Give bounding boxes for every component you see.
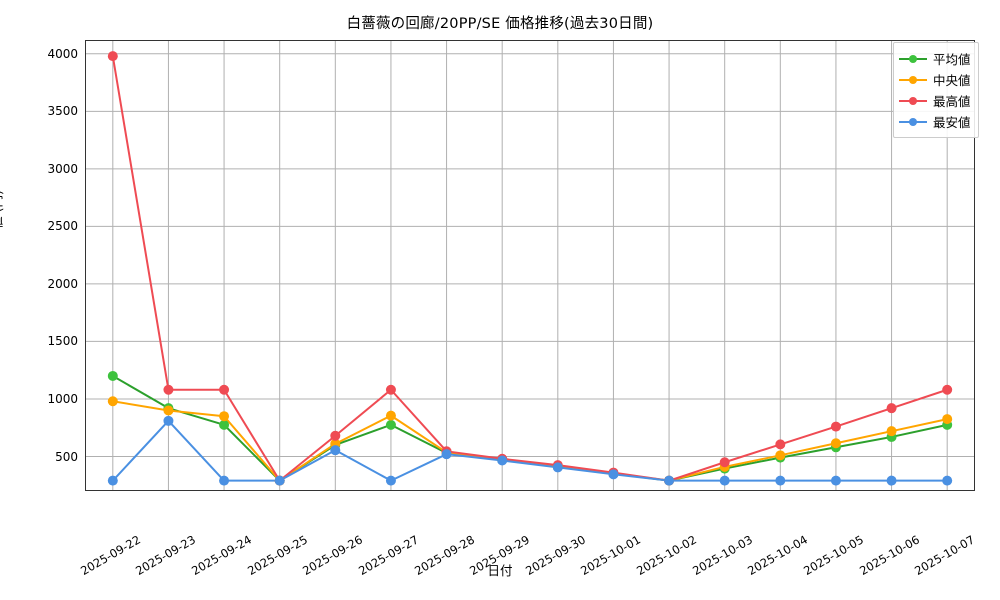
- x-axis-label: 日付: [487, 563, 513, 578]
- series-lines: [111, 55, 949, 482]
- data-point: [719, 475, 730, 486]
- legend-item-1[interactable]: 中央値: [899, 69, 971, 90]
- data-point: [719, 457, 730, 468]
- data-point: [775, 439, 786, 450]
- data-point: [775, 450, 786, 461]
- data-point: [107, 475, 118, 486]
- y-tick-label: 500: [55, 449, 78, 464]
- y-tick-label: 3000: [47, 161, 78, 176]
- data-point: [830, 438, 841, 449]
- data-point: [330, 430, 341, 441]
- data-point: [664, 475, 675, 486]
- data-point: [163, 405, 174, 416]
- data-point: [942, 414, 953, 425]
- data-point: [163, 384, 174, 395]
- plot-area: [85, 40, 975, 491]
- data-point: [163, 415, 174, 426]
- plot-border: [85, 40, 975, 491]
- y-tick-label: 1000: [47, 392, 78, 406]
- data-point: [886, 475, 897, 486]
- data-point: [107, 370, 118, 381]
- data-point: [219, 384, 230, 395]
- data-point: [886, 403, 897, 414]
- chart-canvas: [85, 40, 975, 491]
- legend-label: 最高値: [933, 94, 971, 109]
- legend-swatch-icon: [899, 74, 927, 86]
- data-point: [385, 419, 396, 430]
- y-axis-label: 値 (円): [0, 190, 5, 229]
- data-point: [886, 426, 897, 437]
- series-line-3: [111, 419, 949, 482]
- data-point: [608, 469, 619, 480]
- data-point: [385, 475, 396, 486]
- data-point: [441, 449, 452, 460]
- data-point: [552, 462, 563, 473]
- legend-label: 最安値: [933, 115, 971, 130]
- data-point: [775, 475, 786, 486]
- legend-label: 中央値: [933, 73, 971, 88]
- chart-legend: 平均値中央値最高値最安値: [893, 42, 979, 138]
- data-point: [219, 475, 230, 486]
- data-point: [219, 419, 230, 430]
- y-tick-label: 2500: [47, 219, 78, 234]
- y-tick-label: 1500: [47, 334, 78, 349]
- data-point: [497, 455, 508, 466]
- y-tick-label: 3500: [47, 104, 78, 119]
- data-point: [830, 421, 841, 432]
- data-point: [385, 384, 396, 395]
- data-point: [219, 411, 230, 422]
- legend-swatch-icon: [899, 95, 927, 107]
- y-axis-tick-labels: 500 1000 1500 2000 2500 3000 3500 4000: [0, 40, 78, 491]
- data-point: [274, 475, 285, 486]
- legend-swatch-icon: [899, 116, 927, 128]
- series-line-2: [111, 55, 949, 482]
- legend-item-0[interactable]: 平均値: [899, 48, 971, 69]
- y-tick-label: 4000: [47, 46, 78, 61]
- data-point: [330, 445, 341, 456]
- chart-title: 白薔薇の回廊/20PP/SE 価格推移(過去30日間): [346, 16, 654, 32]
- x-axis-tick-labels: 2025-09-22 2025-09-23 2025-09-24 2025-09-25…: [78, 491, 977, 578]
- data-point: [107, 396, 118, 407]
- legend-item-3[interactable]: 最安値: [899, 111, 971, 132]
- legend-swatch-icon: [899, 53, 927, 65]
- data-point: [385, 410, 396, 421]
- legend-item-2[interactable]: 最高値: [899, 90, 971, 111]
- series-markers: [107, 51, 953, 486]
- data-point: [942, 384, 953, 395]
- data-point: [107, 51, 118, 62]
- data-point: [830, 475, 841, 486]
- data-point: [942, 475, 953, 486]
- legend-label: 平均値: [933, 52, 971, 67]
- y-tick-label: 2000: [47, 276, 78, 291]
